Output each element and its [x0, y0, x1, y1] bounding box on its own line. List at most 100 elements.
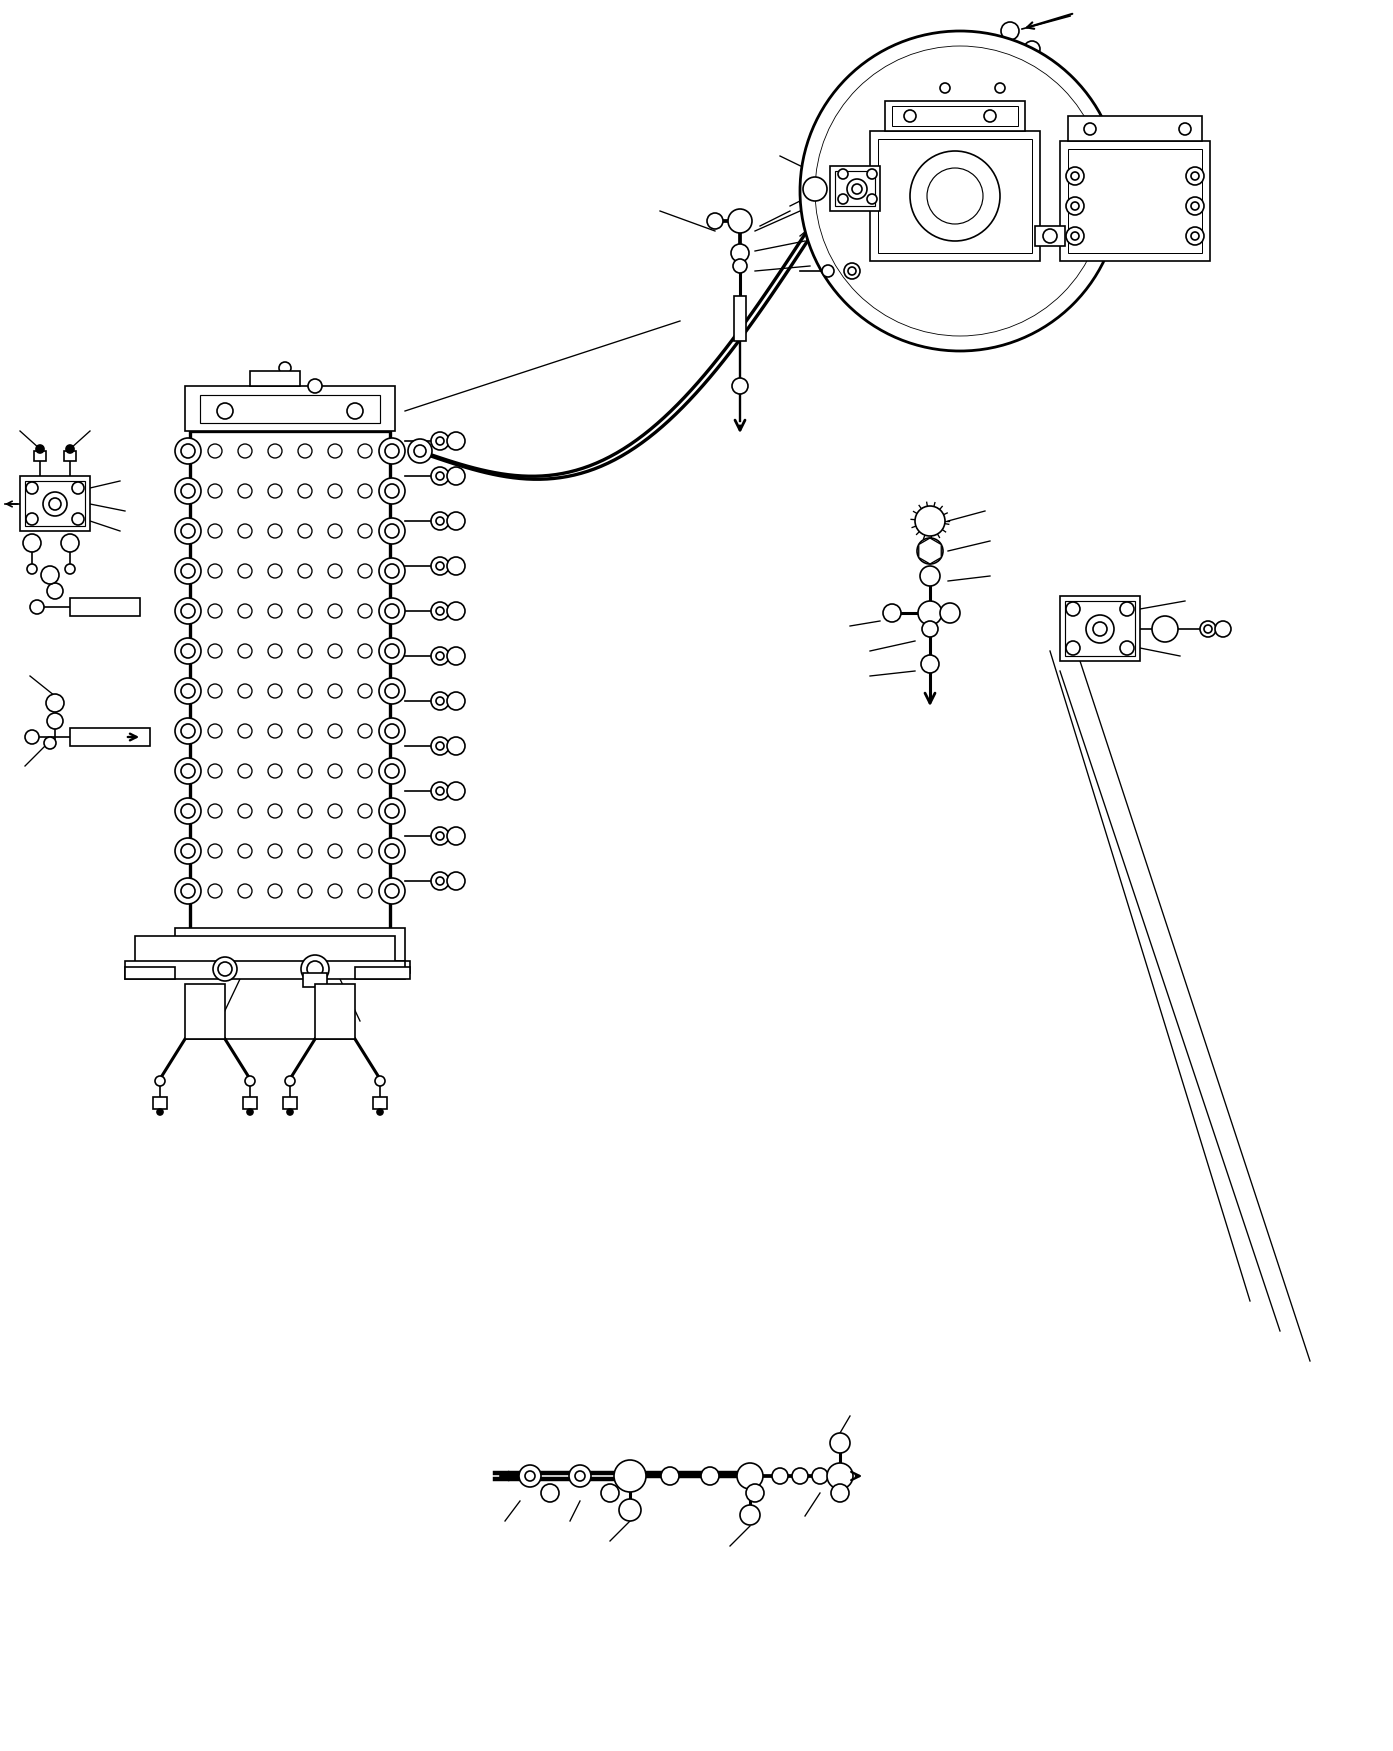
Circle shape [1066, 602, 1080, 616]
Circle shape [915, 506, 944, 536]
Circle shape [1199, 622, 1216, 637]
Circle shape [181, 445, 195, 459]
Circle shape [853, 184, 862, 194]
Circle shape [31, 601, 45, 615]
Circle shape [181, 685, 195, 699]
Bar [170, 961, 410, 974]
Circle shape [447, 511, 465, 531]
Circle shape [176, 718, 201, 744]
Circle shape [436, 832, 444, 840]
Circle shape [47, 713, 63, 728]
Circle shape [208, 884, 221, 898]
Circle shape [176, 637, 201, 664]
Circle shape [379, 438, 405, 464]
Bar [1060, 595, 1139, 660]
Circle shape [378, 1108, 383, 1115]
Circle shape [1004, 46, 1015, 56]
Circle shape [919, 566, 940, 587]
Circle shape [731, 378, 748, 394]
Circle shape [208, 483, 221, 497]
Bar [830, 166, 880, 212]
Circle shape [267, 844, 281, 858]
Circle shape [217, 961, 233, 975]
Circle shape [327, 685, 343, 699]
Circle shape [47, 583, 63, 599]
Circle shape [384, 604, 398, 618]
Circle shape [1066, 198, 1084, 215]
Circle shape [25, 730, 39, 744]
Bar [878, 138, 1032, 252]
Circle shape [822, 264, 834, 277]
Bar [64, 452, 77, 461]
Circle shape [1003, 67, 1017, 81]
Circle shape [327, 763, 343, 777]
Circle shape [1191, 201, 1199, 210]
Circle shape [327, 644, 343, 658]
Circle shape [1071, 201, 1080, 210]
Circle shape [1004, 95, 1015, 103]
Circle shape [384, 804, 398, 818]
Circle shape [358, 644, 372, 658]
Bar [242, 1096, 256, 1108]
Circle shape [708, 214, 723, 229]
Circle shape [812, 1467, 827, 1485]
Circle shape [430, 737, 449, 755]
Circle shape [176, 877, 201, 904]
Circle shape [815, 46, 1105, 336]
Circle shape [267, 884, 281, 898]
Circle shape [238, 884, 252, 898]
Circle shape [238, 483, 252, 497]
Circle shape [181, 804, 195, 818]
Circle shape [430, 783, 449, 800]
Circle shape [1087, 615, 1114, 643]
Circle shape [430, 872, 449, 890]
Circle shape [1215, 622, 1231, 637]
Circle shape [330, 940, 350, 961]
Bar [892, 107, 1018, 126]
Circle shape [1066, 641, 1080, 655]
Circle shape [176, 758, 201, 784]
Circle shape [384, 564, 398, 578]
Circle shape [36, 445, 45, 454]
Circle shape [279, 362, 291, 375]
Bar [201, 396, 380, 424]
Circle shape [430, 692, 449, 709]
Circle shape [208, 685, 221, 699]
Circle shape [65, 445, 74, 454]
Circle shape [298, 644, 312, 658]
Bar [871, 131, 1041, 261]
Circle shape [1084, 123, 1096, 135]
Circle shape [447, 602, 465, 620]
Circle shape [238, 524, 252, 538]
Circle shape [238, 685, 252, 699]
Circle shape [208, 723, 221, 737]
Circle shape [729, 208, 752, 233]
Circle shape [414, 445, 426, 457]
Circle shape [921, 655, 939, 672]
Circle shape [1204, 625, 1212, 634]
Circle shape [926, 168, 983, 224]
Circle shape [358, 564, 372, 578]
Circle shape [1120, 602, 1134, 616]
Bar [25, 482, 85, 525]
Circle shape [327, 723, 343, 737]
Bar [125, 967, 176, 979]
Polygon shape [919, 538, 942, 564]
Circle shape [436, 742, 444, 749]
Circle shape [208, 804, 221, 818]
Circle shape [358, 844, 372, 858]
Bar [315, 984, 355, 1038]
Circle shape [176, 438, 201, 464]
Circle shape [267, 804, 281, 818]
Circle shape [731, 243, 749, 263]
Circle shape [1071, 231, 1080, 240]
Circle shape [740, 1506, 761, 1525]
Circle shape [575, 1471, 585, 1481]
Circle shape [1066, 166, 1084, 186]
Circle shape [176, 559, 201, 585]
Circle shape [26, 482, 38, 494]
Circle shape [568, 1466, 591, 1487]
Circle shape [1152, 616, 1178, 643]
Circle shape [298, 604, 312, 618]
Circle shape [213, 958, 237, 981]
